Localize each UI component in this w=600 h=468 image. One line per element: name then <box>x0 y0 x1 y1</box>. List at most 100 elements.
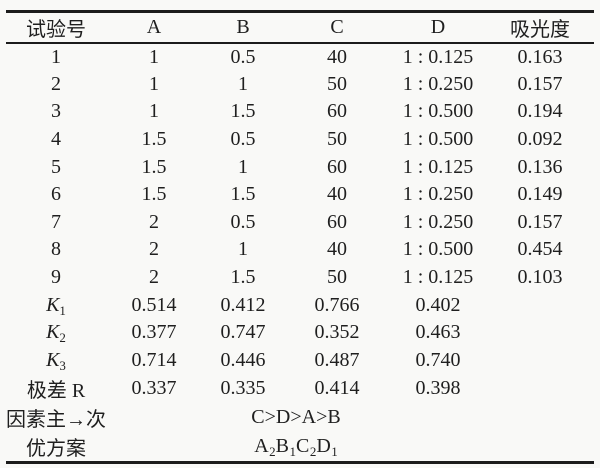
cell-c: 50 <box>327 72 347 95</box>
cell-absorbance: 0.157 <box>517 72 563 95</box>
optimal-scheme-row: 优方案 A2B1C2D1 <box>6 432 594 463</box>
factor-order-value: C>D>A>B <box>251 406 341 429</box>
cell-b: 1.5 <box>230 266 256 289</box>
factor-level: 1 <box>331 444 338 460</box>
header-row: 试验号 A B C D 吸光度 <box>6 12 594 43</box>
k1-d: 0.402 <box>415 293 461 316</box>
cell-d: 1 : 0.250 <box>402 72 474 95</box>
cell-absorbance: 0.163 <box>517 45 563 68</box>
column-header-b: B <box>236 16 250 38</box>
k1-c: 0.766 <box>314 293 360 316</box>
column-header-d: D <box>430 16 446 38</box>
k-subscript: 3 <box>59 357 66 373</box>
cell-d: 1 : 0.500 <box>402 128 474 151</box>
factor-level: 1 <box>289 444 297 460</box>
cell-a: 1 <box>149 45 159 68</box>
cell-d: 1 : 0.500 <box>402 100 474 123</box>
cell-a: 1 <box>149 100 159 123</box>
optimal-scheme-label: 优方案 <box>26 438 86 461</box>
table-row: 3 1 1.5 60 1 : 0.500 0.194 <box>6 98 594 126</box>
k-symbol: K <box>46 293 60 316</box>
k2-d: 0.463 <box>415 321 461 344</box>
cell-b: 1.5 <box>230 100 256 123</box>
cell-b: 0.5 <box>230 128 256 151</box>
cell-b: 0.5 <box>230 210 256 233</box>
cell-absorbance: 0.136 <box>517 155 563 178</box>
empty-cell <box>486 291 594 319</box>
optimal-scheme-value: A2B1C2D1 <box>106 432 486 463</box>
k1-row: K1 0.514 0.412 0.766 0.402 <box>6 291 594 319</box>
k-symbol: K <box>46 348 60 371</box>
k2-c: 0.352 <box>314 321 360 344</box>
factor-order-row: 因素主→次 C>D>A>B <box>6 403 594 432</box>
k1-label: K1 <box>6 291 106 319</box>
cell-c: 40 <box>327 45 347 68</box>
cell-b: 1 <box>238 155 248 178</box>
cell-trial-no: 6 <box>51 183 61 206</box>
cell-b: 1 <box>238 72 248 95</box>
cell-d: 1 : 0.500 <box>402 238 474 261</box>
cell-trial-no: 5 <box>51 155 61 178</box>
k-subscript: 1 <box>59 302 66 318</box>
cell-trial-no: 3 <box>51 100 61 123</box>
cell-c: 40 <box>327 183 347 206</box>
table-row: 6 1.5 1.5 40 1 : 0.250 0.149 <box>6 181 594 209</box>
cell-d: 1 : 0.250 <box>402 183 474 206</box>
cell-a: 2 <box>149 266 159 289</box>
table-row: 5 1.5 1 60 1 : 0.125 0.136 <box>6 153 594 181</box>
factor-order-label: 因素主→次 <box>6 409 106 432</box>
table-row: 8 2 1 40 1 : 0.500 0.454 <box>6 236 594 264</box>
cell-a: 1.5 <box>141 155 167 178</box>
factor-letter: B <box>275 435 290 458</box>
cell-trial-no: 2 <box>51 72 61 95</box>
k3-label: K3 <box>6 347 106 375</box>
range-row: 极差 R 0.337 0.335 0.414 0.398 <box>6 374 594 403</box>
empty-cell <box>486 432 594 463</box>
k-symbol: K <box>46 321 60 344</box>
factor-level: 2 <box>309 444 317 460</box>
table-row: 7 2 0.5 60 1 : 0.250 0.157 <box>6 209 594 237</box>
empty-cell <box>486 347 594 375</box>
empty-cell <box>486 403 594 432</box>
table-row: 1 1 0.5 40 1 : 0.125 0.163 <box>6 43 594 71</box>
k3-c: 0.487 <box>314 348 360 371</box>
empty-cell <box>486 319 594 347</box>
cell-absorbance: 0.103 <box>517 266 563 289</box>
column-header-a: A <box>146 16 162 38</box>
cell-trial-no: 7 <box>51 210 61 233</box>
cell-a: 1 <box>149 72 159 95</box>
k3-a: 0.714 <box>131 348 177 371</box>
cell-a: 1.5 <box>141 128 167 151</box>
cell-a: 2 <box>149 210 159 233</box>
cell-absorbance: 0.454 <box>517 238 563 261</box>
cell-trial-no: 9 <box>51 266 61 289</box>
range-c: 0.414 <box>314 377 360 400</box>
table-row: 2 1 1 50 1 : 0.250 0.157 <box>6 71 594 99</box>
cell-d: 1 : 0.125 <box>402 155 474 178</box>
cell-b: 1.5 <box>230 183 256 206</box>
factor-letter: D <box>316 435 332 458</box>
k2-b: 0.747 <box>220 321 266 344</box>
k3-row: K3 0.714 0.446 0.487 0.740 <box>6 347 594 375</box>
cell-d: 1 : 0.250 <box>402 210 474 233</box>
range-label: 极差 R <box>26 380 86 403</box>
cell-a: 2 <box>149 238 159 261</box>
k1-b: 0.412 <box>220 293 266 316</box>
table-row: 4 1.5 0.5 50 1 : 0.500 0.092 <box>6 126 594 154</box>
cell-d: 1 : 0.125 <box>402 266 474 289</box>
k-subscript: 2 <box>59 330 66 346</box>
k1-a: 0.514 <box>131 293 177 316</box>
orthogonal-experiment-table: 试验号 A B C D 吸光度 1 1 0.5 40 1 : 0.125 0.1… <box>6 10 594 465</box>
cell-c: 40 <box>327 238 347 261</box>
factor-level: 2 <box>269 444 276 460</box>
cell-absorbance: 0.149 <box>517 183 563 206</box>
factor-letter: A <box>254 435 270 458</box>
cell-trial-no: 8 <box>51 238 61 261</box>
empty-cell <box>486 374 594 403</box>
table-row: 9 2 1.5 50 1 : 0.125 0.103 <box>6 264 594 292</box>
cell-b: 0.5 <box>230 45 256 68</box>
cell-c: 60 <box>327 210 347 233</box>
cell-c: 60 <box>327 100 347 123</box>
cell-absorbance: 0.092 <box>517 128 563 151</box>
